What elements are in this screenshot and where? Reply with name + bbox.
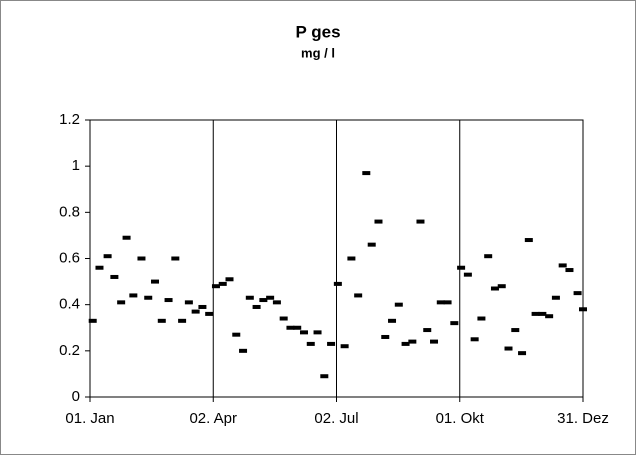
- marker: [484, 254, 493, 259]
- marker: [129, 293, 138, 298]
- marker: [463, 272, 472, 277]
- marker: [191, 309, 200, 314]
- chart-title: P ges: [295, 22, 340, 41]
- y-tick-label: 0.2: [59, 342, 80, 359]
- marker: [354, 293, 363, 298]
- marker: [551, 295, 560, 300]
- marker: [198, 304, 207, 309]
- marker: [545, 314, 554, 319]
- marker: [299, 330, 308, 335]
- y-tick-label: 0.6: [59, 249, 80, 266]
- marker: [272, 300, 281, 305]
- marker: [518, 351, 527, 356]
- marker: [171, 256, 180, 261]
- marker: [457, 265, 466, 270]
- y-tick-label: 0: [72, 388, 80, 405]
- x-tick-label: 02. Jul: [314, 410, 358, 427]
- marker: [381, 334, 390, 339]
- marker: [103, 254, 112, 259]
- marker: [144, 295, 153, 300]
- marker: [95, 265, 104, 270]
- marker: [205, 311, 214, 316]
- marker: [279, 316, 288, 321]
- marker: [490, 286, 499, 291]
- marker: [450, 321, 459, 326]
- marker: [327, 341, 336, 346]
- y-tick-label: 0.8: [59, 203, 80, 220]
- marker: [225, 277, 234, 282]
- marker: [239, 348, 248, 353]
- marker: [184, 300, 193, 305]
- marker: [340, 344, 349, 349]
- marker: [511, 328, 520, 333]
- marker: [470, 337, 479, 342]
- marker: [423, 328, 432, 333]
- marker: [218, 281, 227, 286]
- marker: [436, 300, 445, 305]
- marker: [504, 346, 513, 351]
- marker: [157, 318, 166, 323]
- marker: [497, 284, 506, 289]
- marker: [524, 238, 533, 243]
- marker: [88, 318, 97, 323]
- marker: [232, 332, 241, 337]
- marker: [573, 291, 582, 296]
- x-tick-label: 31. Dez: [557, 410, 609, 427]
- marker: [245, 295, 254, 300]
- marker: [178, 318, 187, 323]
- y-tick-label: 1: [72, 157, 80, 174]
- marker: [320, 374, 329, 379]
- marker: [430, 339, 439, 344]
- y-tick-label: 0.4: [59, 296, 80, 313]
- marker: [266, 295, 275, 300]
- marker: [401, 341, 410, 346]
- y-tick-label: 1.2: [59, 111, 80, 128]
- marker: [110, 274, 119, 279]
- x-tick-label: 01. Jan: [65, 410, 114, 427]
- marker: [137, 256, 146, 261]
- marker: [394, 302, 403, 307]
- marker: [333, 281, 342, 286]
- marker: [151, 279, 160, 284]
- marker: [408, 339, 417, 344]
- marker: [416, 219, 425, 224]
- marker: [211, 284, 220, 289]
- chart-subtitle: mg / l: [301, 45, 335, 60]
- marker: [579, 307, 587, 312]
- marker: [117, 300, 126, 305]
- marker: [388, 318, 397, 323]
- marker: [306, 341, 315, 346]
- marker: [252, 304, 261, 309]
- marker: [347, 256, 356, 261]
- x-tick-label: 01. Okt: [436, 410, 485, 427]
- marker: [565, 268, 574, 273]
- marker: [122, 235, 131, 240]
- marker: [531, 311, 540, 316]
- marker: [313, 330, 322, 335]
- marker: [477, 316, 486, 321]
- marker: [293, 325, 302, 330]
- marker: [558, 263, 567, 268]
- marker: [367, 242, 376, 247]
- x-tick-label: 02. Apr: [189, 410, 237, 427]
- marker: [286, 325, 295, 330]
- marker: [538, 311, 547, 316]
- marker: [259, 298, 268, 303]
- marker: [374, 219, 383, 224]
- marker: [362, 171, 371, 176]
- marker: [443, 300, 452, 305]
- marker: [164, 298, 173, 303]
